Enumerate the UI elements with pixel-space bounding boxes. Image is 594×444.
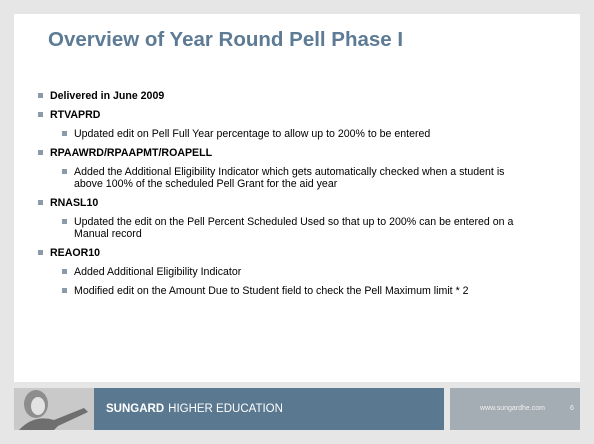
sub-bullet: Modified edit on the Amount Due to Stude… <box>38 285 536 297</box>
bullet: Delivered in June 2009 <box>38 90 568 102</box>
sub-bullet: Updated the edit on the Pell Percent Sch… <box>38 216 536 240</box>
page-number: 6 <box>570 405 574 412</box>
bullet: RPAAWRD/RPAAPMT/ROAPELL <box>38 147 568 159</box>
footer: SUNGARD HIGHER EDUCATION www.sungardhe.co… <box>14 388 580 430</box>
brand: SUNGARD HIGHER EDUCATION <box>106 403 283 415</box>
bullet-list: Delivered in June 2009 RTVAPRD Updated edi… <box>38 90 568 304</box>
footer-photo <box>14 388 94 430</box>
sub-bullet: Updated edit on Pell Full Year percentag… <box>38 128 536 140</box>
content-panel <box>14 14 580 382</box>
bullet: RNASL10 <box>38 197 568 209</box>
slide-title: Overview of Year Round Pell Phase I <box>48 28 404 51</box>
url: www.sungardhe.com <box>480 405 545 412</box>
brand-name: SUNGARD <box>106 403 165 415</box>
bullet: REAOR10 <box>38 247 568 259</box>
sub-bullet: Added Additional Eligibility Indicator <box>38 266 536 278</box>
bullet: RTVAPRD <box>38 109 568 121</box>
footer-box <box>450 388 580 430</box>
division: HIGHER EDUCATION <box>168 403 283 415</box>
sub-bullet: Added the Additional Eligibility Indicat… <box>38 166 536 190</box>
